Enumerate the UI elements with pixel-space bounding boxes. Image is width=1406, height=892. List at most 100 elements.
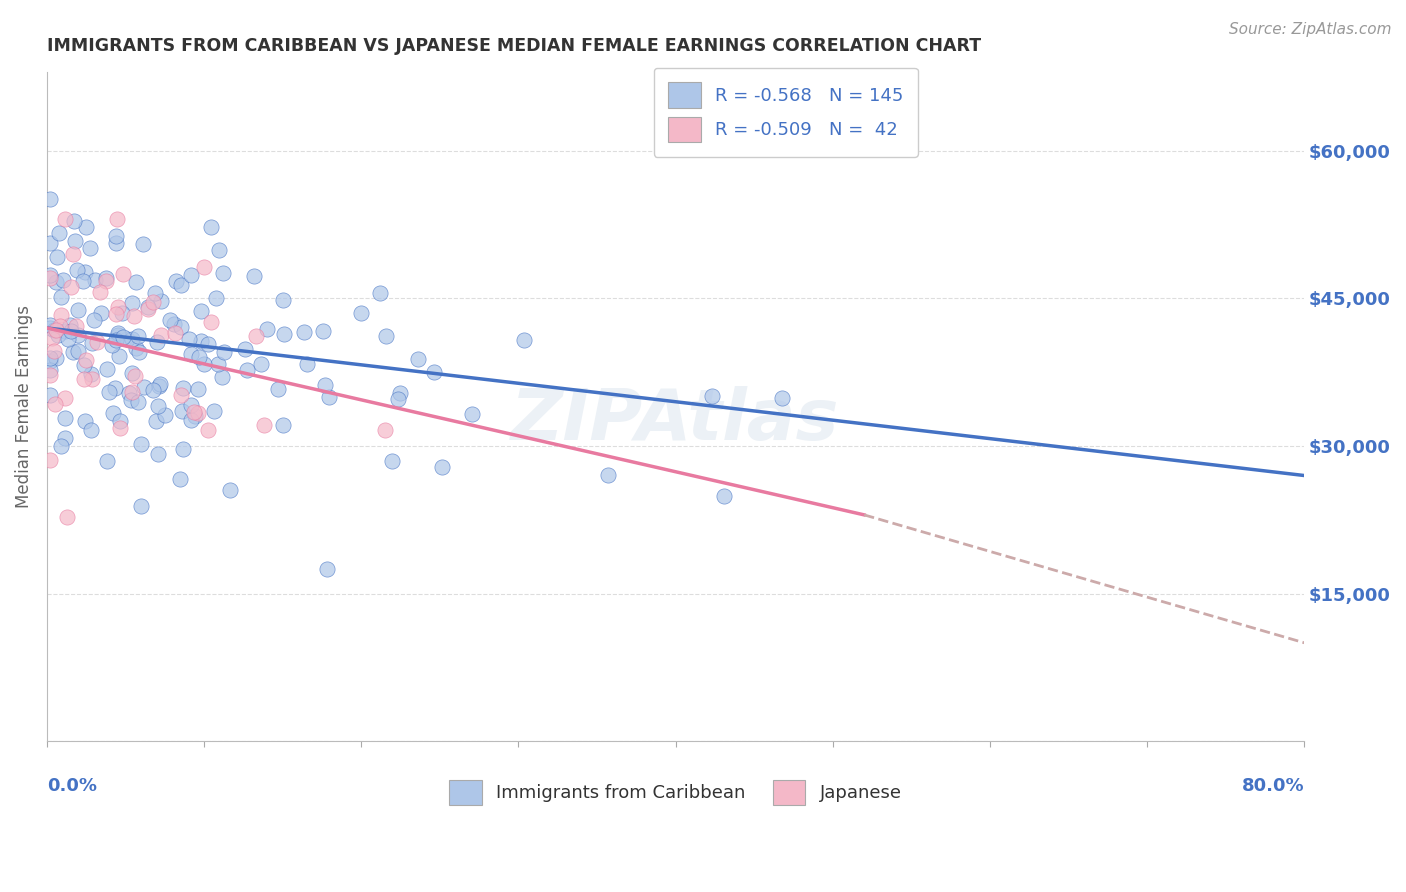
Point xyxy=(273,417,295,432)
Point xyxy=(124,276,146,290)
Point xyxy=(59,280,82,294)
Point xyxy=(713,490,735,504)
Point xyxy=(83,312,105,326)
Point xyxy=(48,226,70,240)
Point xyxy=(145,413,167,427)
Point xyxy=(72,274,94,288)
Point xyxy=(513,334,536,348)
Point xyxy=(163,318,186,332)
Point xyxy=(770,391,793,405)
Point xyxy=(368,286,391,301)
Point xyxy=(180,398,202,412)
Point xyxy=(49,319,72,334)
Point xyxy=(46,250,69,264)
Point xyxy=(53,411,76,425)
Y-axis label: Median Female Earnings: Median Female Earnings xyxy=(15,305,32,508)
Text: ZIPAtlas: ZIPAtlas xyxy=(512,385,839,455)
Point xyxy=(39,351,62,365)
Point xyxy=(53,212,76,227)
Point xyxy=(62,214,84,228)
Point xyxy=(129,437,152,451)
Point xyxy=(115,333,138,347)
Point xyxy=(249,357,271,371)
Point xyxy=(183,405,205,419)
Point xyxy=(193,260,215,274)
Point xyxy=(143,286,166,301)
Point xyxy=(39,235,62,250)
Point xyxy=(117,385,139,400)
Point xyxy=(94,271,117,285)
Text: 80.0%: 80.0% xyxy=(1241,777,1305,796)
Point xyxy=(142,295,165,310)
Point xyxy=(180,347,202,361)
Point xyxy=(49,290,72,304)
Point xyxy=(105,235,128,250)
Point xyxy=(101,407,124,421)
Point xyxy=(406,351,429,366)
Point xyxy=(110,421,132,435)
Point xyxy=(65,319,87,334)
Point xyxy=(202,404,225,418)
Point xyxy=(292,325,315,339)
Point xyxy=(125,341,148,355)
Point xyxy=(96,362,118,376)
Legend: Immigrants from Caribbean, Japanese: Immigrants from Caribbean, Japanese xyxy=(441,772,908,813)
Point xyxy=(73,358,96,372)
Point xyxy=(180,268,202,282)
Point xyxy=(79,241,101,255)
Point xyxy=(271,293,294,308)
Point xyxy=(104,333,127,347)
Point xyxy=(243,269,266,284)
Point xyxy=(128,345,150,359)
Point xyxy=(121,384,143,399)
Point xyxy=(146,447,169,461)
Point xyxy=(97,384,120,399)
Point xyxy=(381,454,404,468)
Point xyxy=(108,349,131,363)
Point xyxy=(56,332,79,346)
Point xyxy=(184,409,207,424)
Point xyxy=(111,268,134,282)
Point xyxy=(62,247,84,261)
Point xyxy=(253,417,276,432)
Point xyxy=(39,453,62,467)
Point xyxy=(107,326,129,341)
Point xyxy=(48,327,70,342)
Point xyxy=(197,337,219,351)
Point xyxy=(90,305,112,319)
Point xyxy=(84,273,107,287)
Point xyxy=(127,395,149,409)
Point xyxy=(312,324,335,338)
Point xyxy=(41,331,63,345)
Point xyxy=(39,318,62,333)
Point xyxy=(107,328,129,343)
Point xyxy=(177,332,200,346)
Point xyxy=(233,342,256,356)
Point xyxy=(422,365,444,379)
Point xyxy=(212,267,235,281)
Point xyxy=(105,211,128,226)
Text: IMMIGRANTS FROM CARIBBEAN VS JAPANESE MEDIAN FEMALE EARNINGS CORRELATION CHART: IMMIGRANTS FROM CARIBBEAN VS JAPANESE ME… xyxy=(46,37,981,55)
Point xyxy=(59,318,82,333)
Point xyxy=(165,274,187,288)
Point xyxy=(39,353,62,368)
Point xyxy=(89,285,111,299)
Text: 0.0%: 0.0% xyxy=(46,777,97,796)
Point xyxy=(120,392,142,407)
Point xyxy=(148,378,170,392)
Point xyxy=(267,382,290,396)
Point xyxy=(121,295,143,310)
Point xyxy=(56,510,79,524)
Point xyxy=(101,338,124,352)
Point xyxy=(127,328,149,343)
Point xyxy=(45,275,67,289)
Point xyxy=(596,468,619,483)
Point xyxy=(207,357,229,371)
Point xyxy=(104,380,127,394)
Point xyxy=(44,343,66,358)
Point xyxy=(170,277,193,292)
Point xyxy=(39,268,62,282)
Text: Source: ZipAtlas.com: Source: ZipAtlas.com xyxy=(1229,22,1392,37)
Point xyxy=(80,367,103,381)
Point xyxy=(132,380,155,394)
